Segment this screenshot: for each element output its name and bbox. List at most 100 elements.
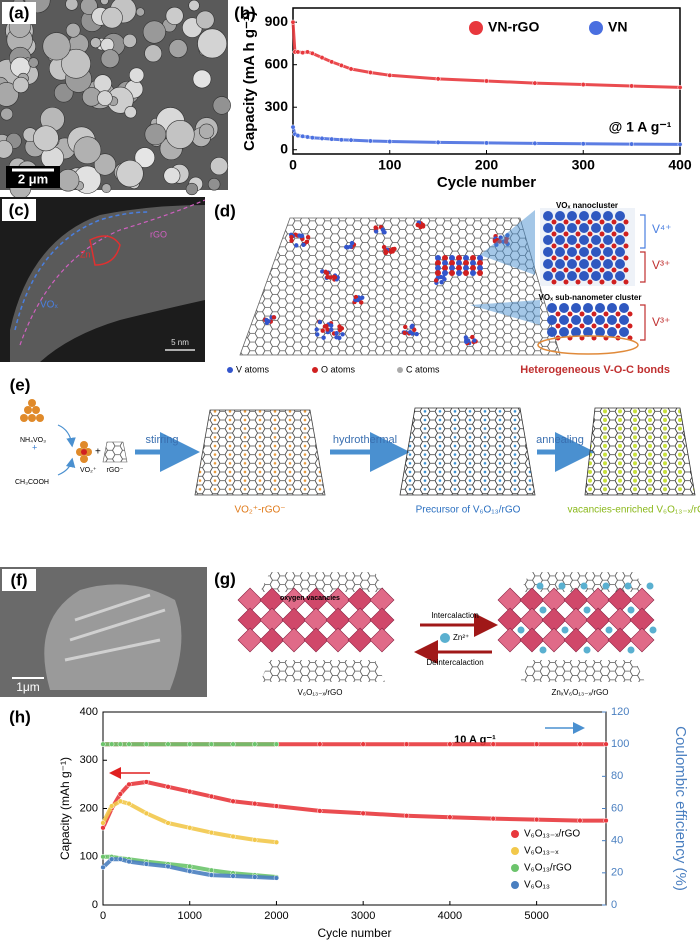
data-point xyxy=(252,801,258,807)
particle xyxy=(97,90,113,106)
ion xyxy=(539,646,547,654)
data-point xyxy=(100,741,106,747)
atom xyxy=(271,315,277,320)
data-point xyxy=(329,136,335,142)
atom xyxy=(567,323,573,329)
atom xyxy=(324,323,329,329)
atom xyxy=(456,255,462,261)
data-point xyxy=(387,139,393,144)
atom xyxy=(470,270,476,276)
legend-label: VN xyxy=(608,19,627,35)
particle xyxy=(197,28,228,59)
y-tick-label: 600 xyxy=(265,55,289,71)
data-point xyxy=(165,863,171,870)
data-point xyxy=(252,874,258,880)
data-point xyxy=(109,803,115,809)
atom xyxy=(579,235,589,245)
x-tick-label: 100 xyxy=(378,157,402,173)
annotation: oxygen vacancies xyxy=(280,595,340,602)
caption: ZnₓV₆O₁₃₋ₓ/rGO xyxy=(552,688,609,697)
atom xyxy=(305,234,311,240)
atom xyxy=(623,267,629,273)
label-box xyxy=(2,2,36,24)
legend-marker xyxy=(511,830,519,838)
atom xyxy=(603,271,613,281)
data-point xyxy=(230,873,236,879)
data-point xyxy=(490,741,496,747)
x-tick-label: 0 xyxy=(100,910,106,922)
atom xyxy=(575,279,581,285)
particle xyxy=(135,7,145,17)
data-point xyxy=(187,741,193,747)
atom xyxy=(304,239,310,244)
atom xyxy=(591,211,601,221)
particle xyxy=(185,182,199,196)
data-point xyxy=(580,141,586,147)
particle xyxy=(195,10,215,30)
scale-label: 2 μm xyxy=(18,171,48,186)
caption: VOₓ nanocluster xyxy=(556,201,618,210)
atom xyxy=(603,211,613,221)
particle xyxy=(124,105,137,119)
particle xyxy=(128,67,145,83)
atom xyxy=(442,270,448,276)
particle xyxy=(93,153,117,176)
atom xyxy=(559,327,569,337)
rgo-sheet xyxy=(102,441,128,463)
octahedron xyxy=(519,627,545,653)
atom xyxy=(477,260,483,266)
sphere xyxy=(32,406,40,414)
data-point xyxy=(290,19,296,25)
atom xyxy=(615,223,625,233)
atom xyxy=(579,311,585,317)
atom xyxy=(587,255,593,261)
data-point xyxy=(230,741,236,747)
atom xyxy=(627,323,633,329)
atom xyxy=(591,271,601,281)
atom xyxy=(547,315,557,325)
atom xyxy=(414,331,419,337)
atom xyxy=(579,271,589,281)
ion xyxy=(583,646,591,654)
atom xyxy=(381,244,387,250)
particle xyxy=(90,37,102,49)
atom xyxy=(559,315,569,325)
atom xyxy=(591,223,601,233)
atom xyxy=(477,255,483,261)
reagent: CH₃COOH xyxy=(15,479,49,486)
particle xyxy=(144,44,163,63)
atom xyxy=(463,265,469,271)
atom xyxy=(329,327,334,332)
atom xyxy=(325,327,330,332)
panel-a: (a) 2 μm xyxy=(0,0,231,199)
process-label: Deintercalaction xyxy=(426,658,483,667)
legend-marker xyxy=(511,881,519,889)
data-point xyxy=(533,816,540,823)
y-tick-label: 0 xyxy=(92,899,98,911)
legend-label: V atoms xyxy=(236,364,270,374)
x-tick-label: 0 xyxy=(289,157,297,173)
atom xyxy=(415,222,421,228)
y2-tick-label: 80 xyxy=(611,770,623,782)
ion xyxy=(624,582,632,590)
octahedron xyxy=(585,627,611,653)
process-label: Intercalaction xyxy=(431,611,479,620)
atom xyxy=(619,327,629,337)
atom xyxy=(297,233,302,238)
atom xyxy=(591,247,601,257)
data-point xyxy=(435,76,441,82)
atom xyxy=(623,279,629,285)
particle xyxy=(122,33,137,48)
data-point xyxy=(577,817,583,824)
data-point xyxy=(126,801,132,807)
octahedron xyxy=(303,627,329,653)
legend-label: VN-rGO xyxy=(488,19,539,35)
atom xyxy=(465,338,471,343)
rgo-label: rGO⁻ xyxy=(107,467,124,474)
particle xyxy=(116,159,144,188)
atom xyxy=(575,255,581,261)
product-label: vacancies-enriched V₆O₁₃₋ₓ/rGO xyxy=(567,505,700,516)
atom xyxy=(587,231,593,237)
sphere xyxy=(28,414,36,422)
x-tick-label: 3000 xyxy=(351,910,375,922)
